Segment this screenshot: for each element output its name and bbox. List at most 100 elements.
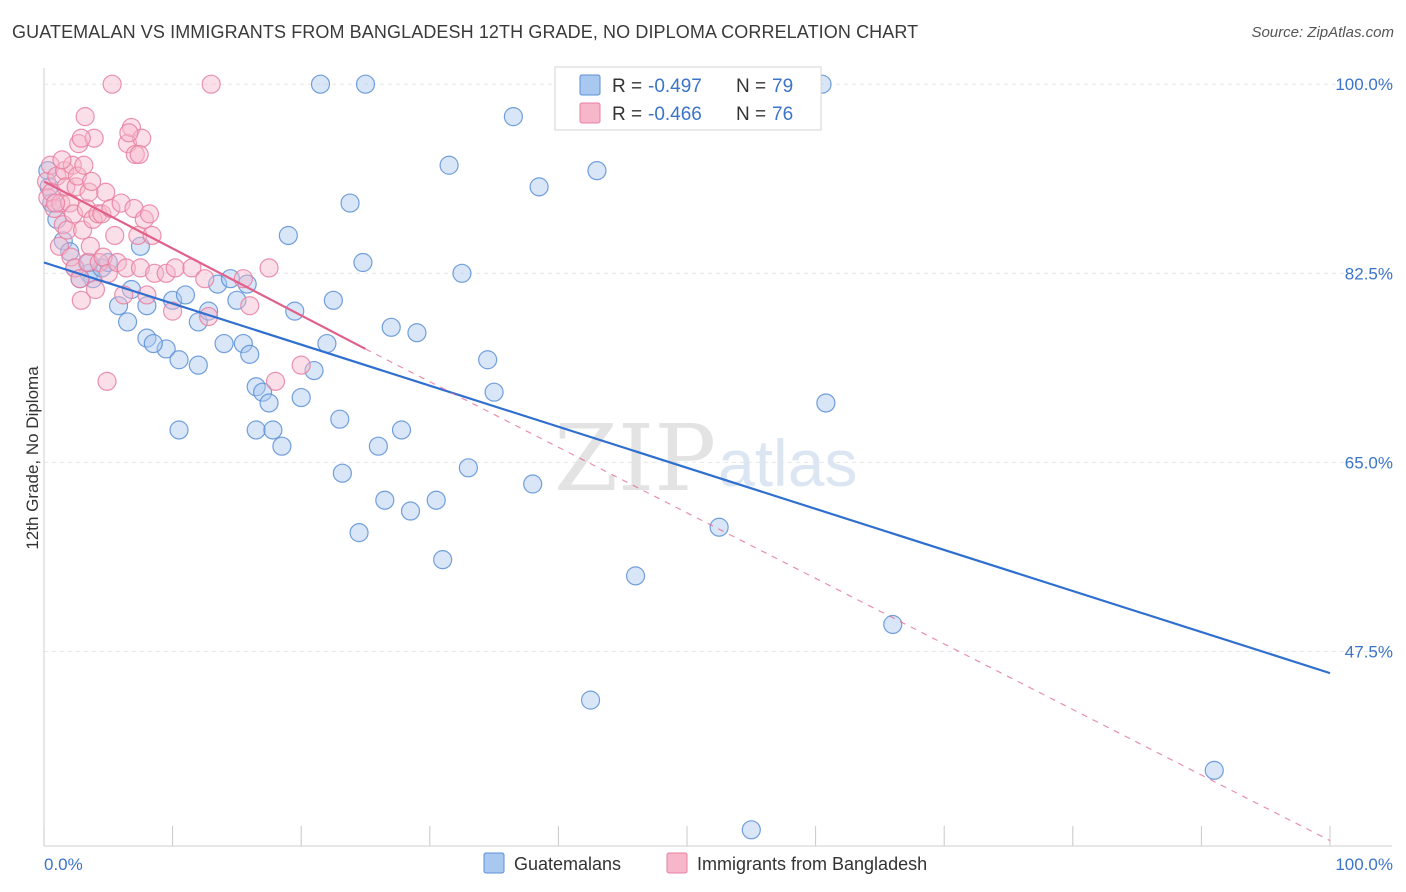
x-tick-labels: 0.0% 100.0% bbox=[44, 855, 1393, 874]
bangladesh-point-57 bbox=[156, 263, 176, 283]
trend-line-bangladesh bbox=[43, 180, 367, 350]
bangladesh-point-14 bbox=[62, 155, 82, 175]
guatemalans-point-51 bbox=[391, 420, 412, 440]
guatemalans-point-35 bbox=[263, 420, 283, 440]
bangladesh-point-20 bbox=[70, 269, 90, 289]
series-swatch-guatemalans bbox=[483, 852, 505, 874]
bangladesh-point-41 bbox=[107, 252, 127, 273]
guatemalans-point-62 bbox=[523, 474, 543, 494]
stats-legend: R = -0.497 N = 79 R = -0.466 N = 76 bbox=[554, 66, 822, 131]
bangladesh-point-18 bbox=[67, 166, 88, 186]
guatemalans-point-53 bbox=[407, 323, 427, 343]
guatemalans-point-63 bbox=[529, 177, 549, 197]
guatemalans-point-48 bbox=[368, 436, 388, 456]
guatemalans-point-16 bbox=[117, 312, 138, 332]
guatemalans-point-75 bbox=[310, 74, 331, 94]
chart-title: GUATEMALAN VS IMMIGRANTS FROM BANGLADESH… bbox=[12, 22, 919, 42]
guatemalans-point-49 bbox=[375, 490, 395, 510]
bangladesh-point-37 bbox=[97, 371, 117, 391]
bangladesh-point-24 bbox=[75, 107, 95, 127]
bangladesh-point-21 bbox=[71, 290, 91, 310]
bangladesh-point-56 bbox=[144, 263, 165, 283]
y-tick-label-0: 47.5% bbox=[1345, 643, 1393, 662]
bangladesh-point-29 bbox=[83, 209, 103, 229]
guatemalans-point-31 bbox=[246, 377, 266, 397]
bangladesh-point-11 bbox=[57, 220, 77, 240]
y-tick-label-1: 65.0% bbox=[1345, 453, 1393, 472]
guatemalans-point-26 bbox=[214, 333, 234, 354]
bangladesh-point-70 bbox=[119, 123, 139, 143]
bangladesh-point-44 bbox=[116, 258, 136, 278]
bangladesh-point-26 bbox=[78, 252, 98, 273]
bangladesh-point-68 bbox=[291, 355, 311, 375]
bangladesh-point-74 bbox=[102, 74, 122, 94]
guatemalans-point-17 bbox=[137, 328, 157, 348]
guatemalans-point-47 bbox=[355, 74, 376, 94]
guatemalans-point-50 bbox=[381, 317, 401, 337]
guatemalans-point-37 bbox=[291, 387, 311, 408]
guatemalans-point-41 bbox=[323, 290, 343, 310]
guatemalans-point-60 bbox=[484, 382, 504, 402]
guatemalans-point-72 bbox=[1204, 760, 1224, 780]
series-swatch-bangladesh bbox=[666, 852, 688, 874]
guatemalans-point-33 bbox=[259, 393, 279, 413]
y-tick-label-2: 82.5% bbox=[1345, 264, 1393, 283]
guatemalans-point-34 bbox=[246, 420, 266, 440]
bangladesh-point-67 bbox=[265, 371, 286, 391]
axes bbox=[43, 68, 1392, 847]
legend-n-label-1: N = bbox=[736, 76, 766, 97]
bangladesh-point-59 bbox=[165, 258, 185, 278]
guatemalans-point-36 bbox=[272, 436, 292, 456]
guatemalans-point-45 bbox=[349, 523, 369, 543]
guatemalans-point-46 bbox=[353, 252, 373, 273]
bangladesh-point-40 bbox=[105, 225, 125, 246]
guatemalans-point-59 bbox=[478, 350, 498, 370]
bangladesh-point-71 bbox=[129, 144, 149, 165]
chart-source: Source: ZipAtlas.com bbox=[1251, 24, 1394, 41]
y-tick-label-3: 100.0% bbox=[1335, 75, 1393, 94]
legend-r-label-1: R = bbox=[612, 76, 642, 97]
trend-line-bangladesh-extension bbox=[365, 348, 1331, 842]
guatemalans-point-70 bbox=[816, 393, 836, 413]
guatemalans-point-73 bbox=[169, 420, 189, 440]
guatemalans-point-57 bbox=[452, 263, 472, 283]
guatemalans-point-42 bbox=[330, 409, 350, 429]
guatemalans-point-19 bbox=[143, 333, 163, 354]
bangladesh-point-50 bbox=[130, 258, 151, 278]
guatemalans-point-28 bbox=[233, 333, 253, 354]
guatemalans-point-56 bbox=[439, 155, 459, 175]
bangladesh-point-62 bbox=[199, 306, 219, 327]
bangladesh-point-63 bbox=[201, 74, 221, 94]
guatemalans-point-67 bbox=[709, 517, 729, 537]
bangladesh-point-54 bbox=[139, 204, 160, 224]
guatemalans-point-58 bbox=[458, 458, 478, 478]
bangladesh-point-72 bbox=[52, 150, 72, 170]
watermark-atlas: atlas bbox=[718, 426, 857, 500]
guatemalans-point-71 bbox=[883, 614, 903, 635]
x-tick-label-0: 0.0% bbox=[44, 855, 83, 874]
bangladesh-point-65 bbox=[240, 296, 260, 316]
bangladesh-points bbox=[36, 74, 311, 391]
bangladesh-point-66 bbox=[259, 258, 279, 278]
legend-r-value-2: -0.466 bbox=[648, 104, 702, 125]
guatemalans-point-21 bbox=[175, 285, 196, 305]
trend-line-guatemalans bbox=[43, 261, 1331, 675]
guatemalans-point-15 bbox=[108, 296, 129, 316]
guatemalans-point-32 bbox=[253, 382, 273, 402]
bangladesh-point-31 bbox=[85, 279, 106, 300]
guatemalans-point-22 bbox=[169, 350, 189, 370]
legend-r-value-1: -0.497 bbox=[648, 76, 702, 97]
guatemalans-point-64 bbox=[580, 690, 601, 710]
bangladesh-point-2 bbox=[40, 155, 61, 175]
guatemalans-point-54 bbox=[426, 490, 446, 510]
bangladesh-point-75 bbox=[45, 193, 66, 213]
guatemalans-point-65 bbox=[587, 161, 607, 181]
guatemalans-point-61 bbox=[503, 107, 523, 127]
bangladesh-point-28 bbox=[80, 236, 100, 256]
legend-swatch-blue bbox=[579, 74, 601, 96]
bangladesh-point-23 bbox=[74, 155, 94, 175]
guatemalans-point-29 bbox=[240, 344, 260, 364]
x-tick-label-1: 100.0% bbox=[1335, 855, 1393, 874]
series-label-bangladesh: Immigrants from Bangladesh bbox=[697, 854, 927, 874]
bangladesh-point-61 bbox=[195, 269, 215, 289]
